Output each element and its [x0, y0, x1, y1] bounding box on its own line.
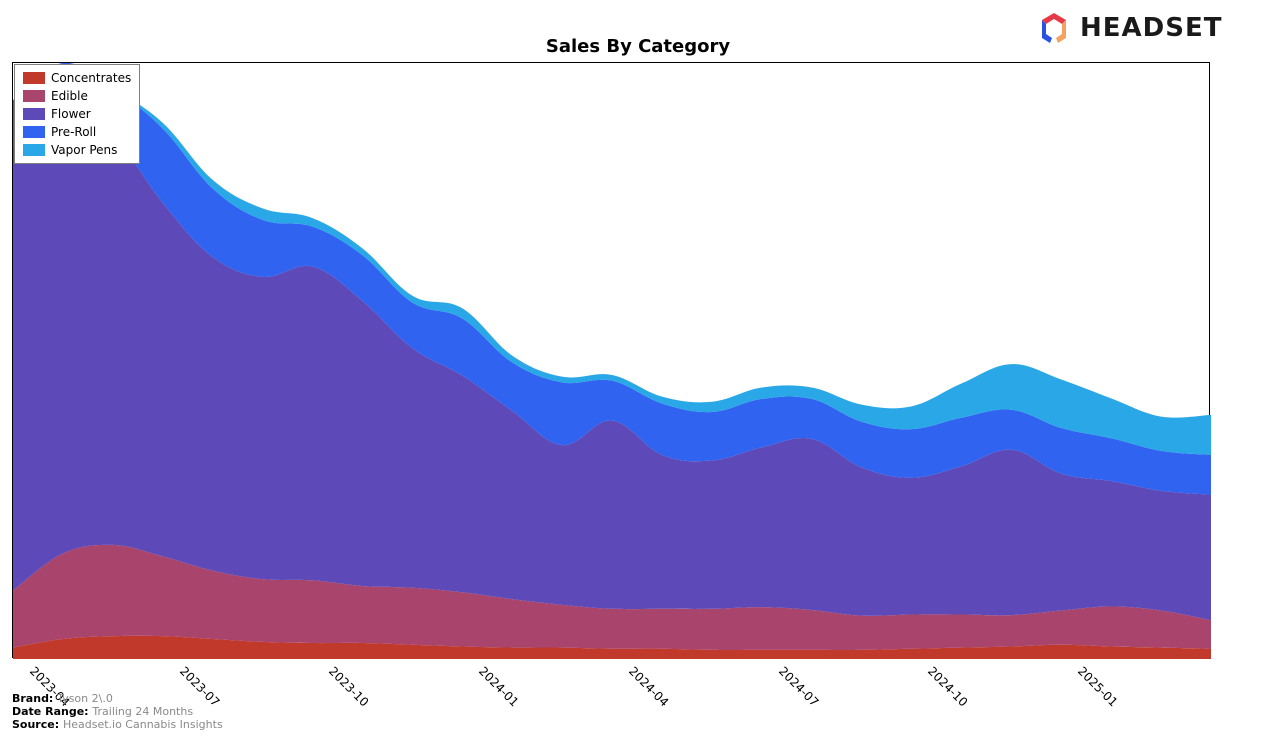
x-tick-label: 2024-07 [776, 664, 821, 709]
footer-line: Source: Headset.io Cannabis Insights [12, 718, 223, 731]
headset-logo-icon [1036, 10, 1072, 46]
legend-item-concentrates: Concentrates [23, 69, 131, 87]
legend-swatch [23, 90, 45, 102]
footer-value: Tyson 2\.0 [57, 692, 113, 705]
legend-item-pre-roll: Pre-Roll [23, 123, 131, 141]
legend-swatch [23, 126, 45, 138]
legend-label: Edible [51, 89, 88, 103]
legend-item-flower: Flower [23, 105, 131, 123]
footer-value: Headset.io Cannabis Insights [63, 718, 223, 731]
footer-key: Source: [12, 718, 63, 731]
legend-label: Pre-Roll [51, 125, 96, 139]
legend: Concentrates Edible Flower Pre-Roll Vapor Pe… [14, 64, 140, 164]
footer-key: Date Range: [12, 705, 92, 718]
brand-logo-text: HEADSET [1080, 13, 1222, 43]
legend-swatch [23, 144, 45, 156]
legend-swatch [23, 72, 45, 84]
footer-line: Date Range: Trailing 24 Months [12, 705, 223, 718]
legend-item-edible: Edible [23, 87, 131, 105]
stacked-area-chart [13, 63, 1211, 659]
brand-logo: HEADSET [1036, 10, 1222, 46]
x-tick-label: 2024-01 [476, 664, 521, 709]
x-tick-label: 2023-10 [326, 664, 371, 709]
legend-label: Concentrates [51, 71, 131, 85]
footer-value: Trailing 24 Months [92, 705, 193, 718]
legend-label: Flower [51, 107, 91, 121]
plot-area [12, 62, 1210, 658]
x-tick-label: 2024-04 [626, 664, 671, 709]
chart-footer: Brand: Tyson 2\.0Date Range: Trailing 24… [12, 692, 223, 731]
legend-label: Vapor Pens [51, 143, 117, 157]
x-tick-label: 2025-01 [1075, 664, 1120, 709]
footer-line: Brand: Tyson 2\.0 [12, 692, 223, 705]
legend-item-vapor-pens: Vapor Pens [23, 141, 131, 159]
legend-swatch [23, 108, 45, 120]
x-tick-label: 2024-10 [925, 664, 970, 709]
footer-key: Brand: [12, 692, 57, 705]
